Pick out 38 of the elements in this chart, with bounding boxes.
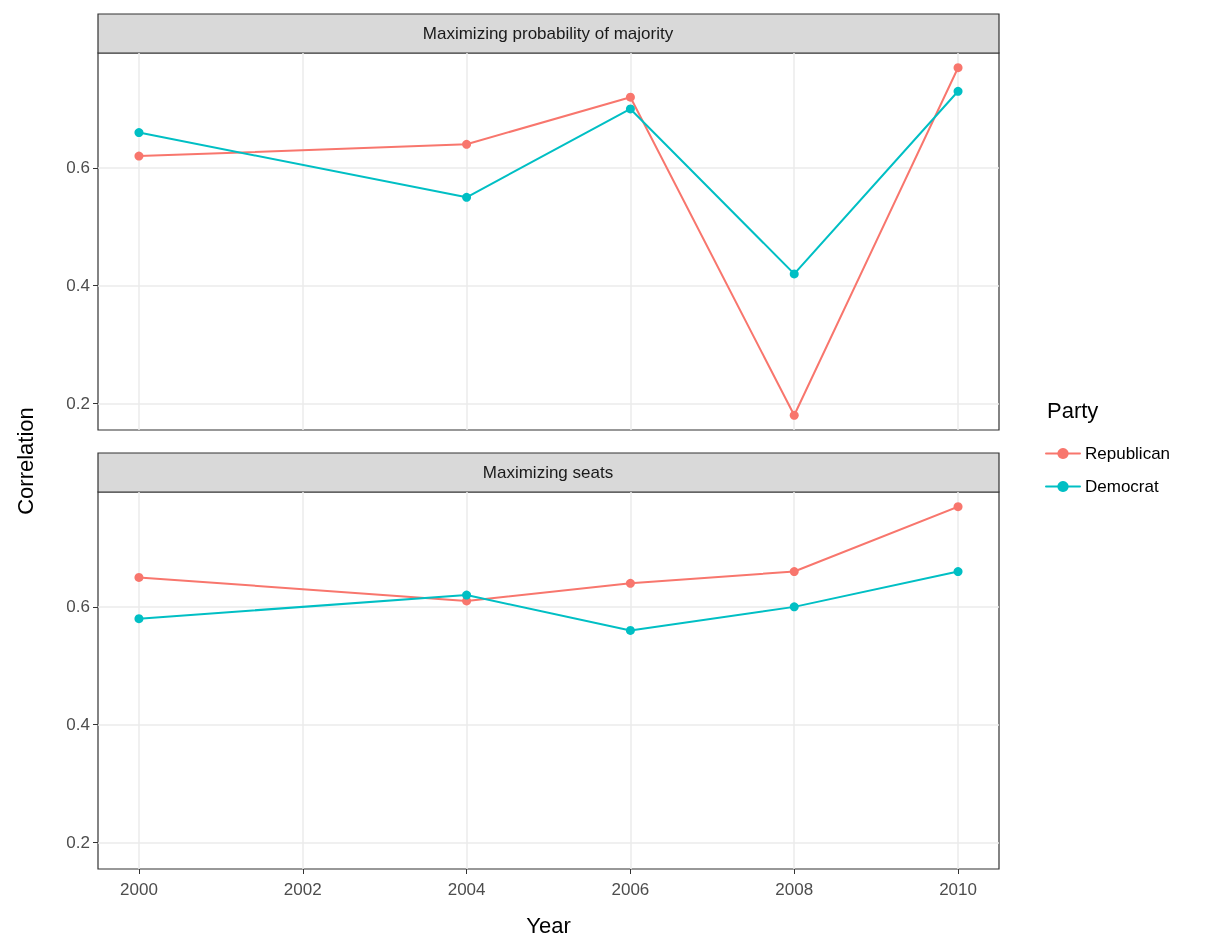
x-tick-label: 2008 [775, 880, 814, 899]
point [625, 104, 635, 114]
point [462, 139, 472, 149]
x-axis-title: Year [526, 912, 571, 938]
x-tick-label: 2010 [939, 880, 977, 899]
y-tick-label: 0.6 [66, 158, 90, 178]
legend-title: Party [1047, 397, 1099, 423]
x-tick-label: 2006 [611, 880, 650, 899]
y-tick-label: 0.2 [66, 832, 90, 852]
x-tick-label: 2004 [447, 880, 486, 899]
y-tick-label: 0.6 [66, 597, 90, 617]
point [134, 572, 144, 582]
y-tick-label: 0.4 [66, 715, 90, 735]
point [625, 578, 635, 588]
point [953, 567, 963, 577]
point [953, 86, 963, 96]
point [134, 614, 144, 624]
chart-title: Maximizing probability of majority [422, 24, 674, 43]
y-axis-title: Correlation [12, 407, 38, 515]
point [789, 567, 799, 577]
y-tick-label: 0.4 [66, 276, 90, 296]
point [462, 590, 472, 600]
y-tick-label: 0.2 [66, 393, 90, 413]
point [953, 502, 963, 512]
point [625, 92, 635, 102]
x-tick-label: 2002 [283, 880, 322, 899]
legend-label: Democrat [1085, 477, 1159, 496]
x-tick-label: 2000 [120, 880, 158, 899]
point [625, 625, 635, 635]
point [134, 151, 144, 161]
point [953, 63, 963, 73]
point [134, 128, 144, 138]
legend-label: Republican [1085, 444, 1171, 463]
point [789, 269, 799, 279]
chart-title: Maximizing seats [482, 463, 614, 482]
point [462, 192, 472, 202]
point [789, 410, 799, 420]
point [789, 602, 799, 612]
